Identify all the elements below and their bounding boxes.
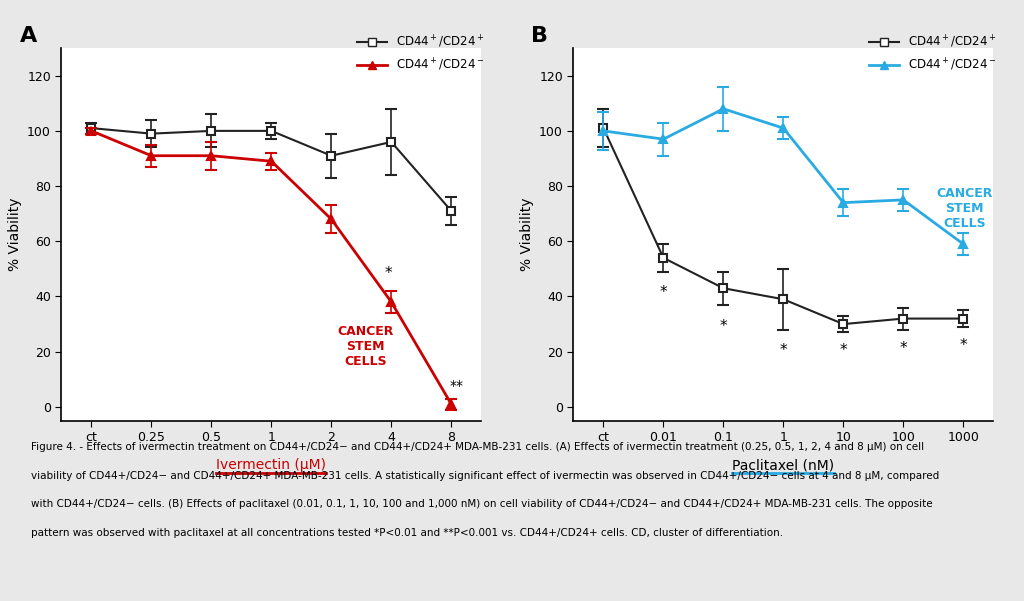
Text: pattern was observed with paclitaxel at all concentrations tested *P<0.01 and **: pattern was observed with paclitaxel at … [31, 528, 782, 538]
X-axis label: Paclitaxel (nM): Paclitaxel (nM) [732, 458, 835, 472]
Text: *: * [840, 343, 847, 358]
Text: *: * [959, 338, 967, 353]
Text: B: B [531, 26, 549, 46]
Legend: CD44$^+$/CD24$^+$, CD44$^+$/CD24$^-$: CD44$^+$/CD24$^+$, CD44$^+$/CD24$^-$ [864, 29, 1001, 78]
Text: viability of CD44+/CD24− and CD44+/CD24+ MDA-MB-231 cells. A statistically signi: viability of CD44+/CD24− and CD44+/CD24+… [31, 471, 939, 481]
Text: *: * [779, 343, 787, 358]
Text: A: A [19, 26, 37, 46]
Y-axis label: % Viability: % Viability [7, 198, 22, 271]
X-axis label: Ivermectin (μM): Ivermectin (μM) [216, 458, 327, 472]
Y-axis label: % Viability: % Viability [519, 198, 534, 271]
Text: *: * [384, 266, 392, 281]
Legend: CD44$^+$/CD24$^+$, CD44$^+$/CD24$^-$: CD44$^+$/CD24$^+$, CD44$^+$/CD24$^-$ [352, 29, 489, 78]
Text: **: ** [450, 379, 463, 393]
Text: Figure 4. - Effects of ivermectin treatment on CD44+/CD24− and CD44+/CD24+ MDA-M: Figure 4. - Effects of ivermectin treatm… [31, 442, 924, 452]
Text: *: * [659, 285, 668, 300]
Text: CANCER
STEM
CELLS: CANCER STEM CELLS [337, 325, 393, 368]
Text: *: * [899, 341, 907, 356]
Text: CANCER
STEM
CELLS: CANCER STEM CELLS [936, 187, 992, 230]
Text: *: * [720, 319, 727, 334]
Text: with CD44+/CD24− cells. (B) Effects of paclitaxel (0.01, 0.1, 1, 10, 100 and 1,0: with CD44+/CD24− cells. (B) Effects of p… [31, 499, 932, 510]
